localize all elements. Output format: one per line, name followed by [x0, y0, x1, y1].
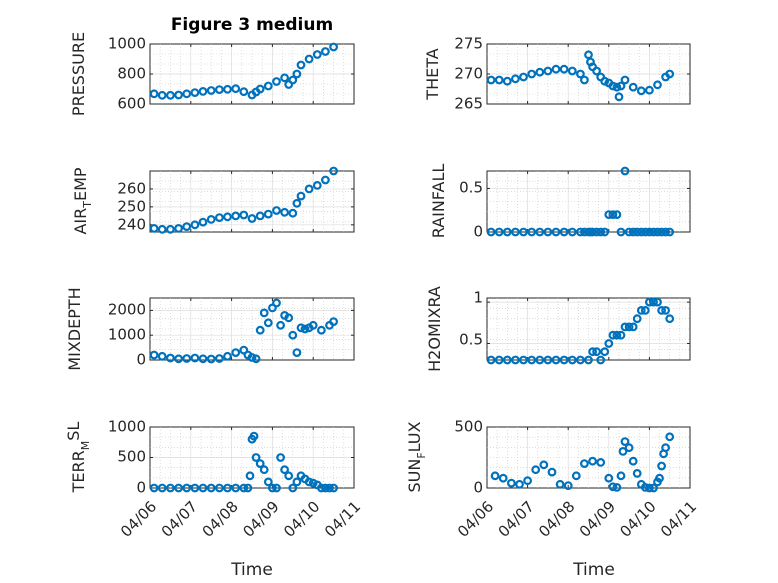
x-axis-label: Time — [230, 560, 273, 580]
y-axis-label: MIXDEPTH — [65, 287, 84, 370]
y-tick-label: 1000 — [108, 35, 146, 53]
y-tick-label: 500 — [454, 418, 483, 436]
y-tick-label: 0 — [473, 223, 483, 241]
y-tick-label: 0 — [136, 351, 146, 369]
x-axis-label: Time — [572, 560, 615, 580]
y-tick-label: 265 — [454, 95, 483, 113]
y-tick-label: 240 — [117, 216, 146, 234]
y-axis-label: RAINFALL — [429, 164, 448, 239]
y-tick-label: 0.5 — [459, 331, 483, 349]
y-tick-label: 270 — [454, 65, 483, 83]
y-tick-label: 0 — [136, 479, 146, 497]
figure: 600 800 1000 PRESSURE Figure 3 medium 26… — [0, 0, 778, 583]
y-axis-label: THETA — [423, 48, 442, 100]
y-tick-label: 1 — [473, 289, 483, 307]
y-tick-label: 500 — [117, 448, 146, 466]
y-tick-label: 1000 — [108, 418, 146, 436]
y-tick-label: 600 — [117, 95, 146, 113]
y-tick-label: 2000 — [108, 301, 146, 319]
y-tick-label: 800 — [117, 65, 146, 83]
y-tick-label: 275 — [454, 35, 483, 53]
chart-title: Figure 3 medium — [171, 15, 333, 35]
y-tick-label: 0.5 — [459, 179, 483, 197]
y-tick-label: 1000 — [108, 326, 146, 344]
y-tick-label: 260 — [117, 180, 146, 198]
subplot-theta: 265 270 275 THETA — [423, 35, 690, 113]
y-tick-label: 250 — [117, 198, 146, 216]
y-tick-label: 0 — [473, 479, 483, 497]
y-axis-label: PRESSURE — [69, 32, 88, 116]
y-axis-label: H2OMIXRA — [425, 286, 444, 372]
